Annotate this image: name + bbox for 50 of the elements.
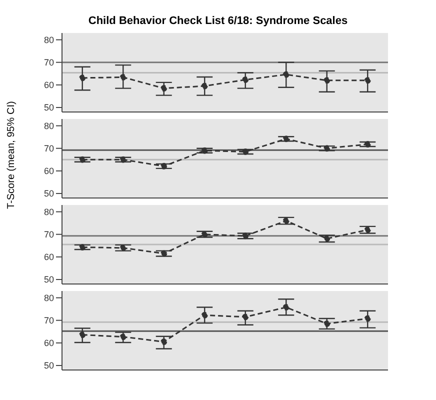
point <box>120 244 126 252</box>
y-tick-label: 80 <box>44 34 54 45</box>
point <box>120 156 126 163</box>
point <box>242 148 249 155</box>
y-tick-label: 50 <box>44 274 54 285</box>
chart-title: Child Behavior Check List 6/18: Syndrome Scales <box>87 14 349 29</box>
y-tick-label: 80 <box>44 206 54 217</box>
point <box>364 226 371 234</box>
point <box>79 332 86 338</box>
point <box>160 250 168 257</box>
point <box>282 218 290 224</box>
point <box>282 304 290 310</box>
point <box>324 145 330 152</box>
point <box>120 74 126 80</box>
y-tick-label: 50 <box>44 360 54 371</box>
point <box>282 71 290 78</box>
y-tick-label: 70 <box>44 144 54 154</box>
point <box>120 334 126 340</box>
point <box>79 244 86 250</box>
point <box>364 141 371 148</box>
point <box>242 76 249 83</box>
point <box>324 235 330 242</box>
point <box>242 232 249 240</box>
point <box>160 338 168 346</box>
point <box>160 162 168 170</box>
point <box>364 77 371 84</box>
y-tick-label: 50 <box>44 188 54 199</box>
y-tick-label: 60 <box>44 338 54 348</box>
y-tick-label: 60 <box>44 252 54 262</box>
y-tick-label: 70 <box>44 58 54 68</box>
y-axis-title: T-Score (mean, 95% CI) <box>6 101 17 209</box>
point <box>242 314 249 320</box>
point <box>201 82 208 90</box>
y-tick-label: 80 <box>44 120 54 131</box>
y-tick-label: 60 <box>44 166 54 176</box>
y-tick-label: 60 <box>44 80 54 90</box>
point <box>364 315 371 322</box>
point <box>201 231 208 238</box>
point <box>324 77 330 84</box>
point <box>324 320 330 327</box>
point <box>79 156 86 163</box>
point <box>201 147 208 154</box>
point <box>282 136 290 142</box>
point <box>201 312 208 318</box>
point <box>160 85 168 92</box>
y-tick-label: 80 <box>44 292 54 303</box>
y-tick-label: 70 <box>44 230 54 240</box>
y-tick-label: 50 <box>44 102 54 113</box>
y-tick-label: 70 <box>44 316 54 326</box>
point <box>79 74 86 82</box>
